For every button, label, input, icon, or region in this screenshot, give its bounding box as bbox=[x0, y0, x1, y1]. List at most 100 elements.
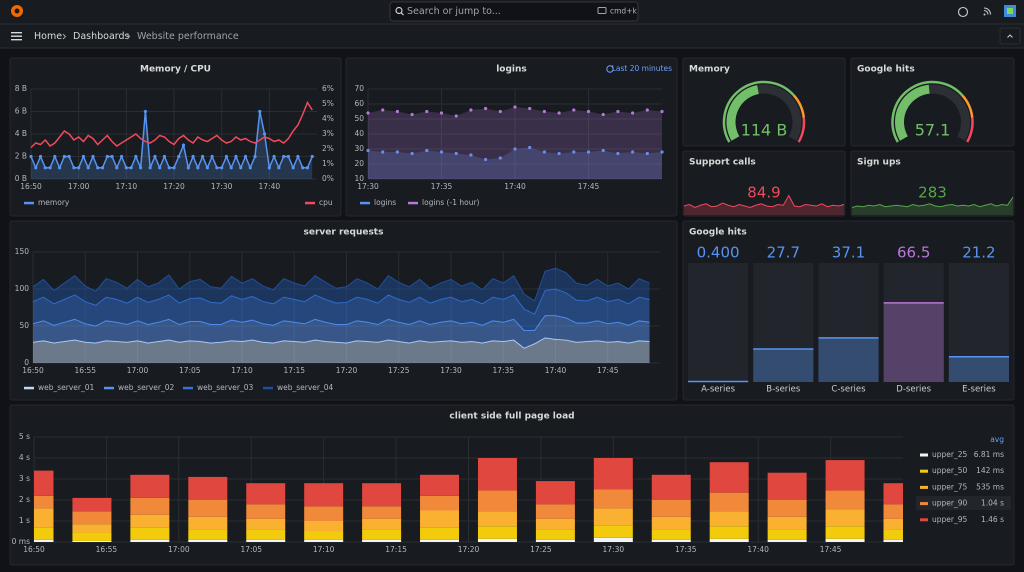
data-point bbox=[282, 154, 286, 159]
data-point bbox=[253, 154, 257, 159]
data-point bbox=[660, 109, 664, 114]
legend-value: 6.81 ms bbox=[974, 450, 1004, 459]
bar-segment bbox=[420, 527, 460, 540]
data-point bbox=[601, 148, 605, 153]
bar-segment bbox=[420, 539, 460, 542]
legend-label: web_server_04 bbox=[277, 383, 334, 392]
bar-segment bbox=[34, 539, 54, 542]
area-fill bbox=[33, 268, 650, 315]
data-point bbox=[129, 166, 133, 170]
bar-segment bbox=[651, 474, 691, 500]
bar-segment bbox=[72, 532, 112, 541]
bar-track bbox=[688, 263, 749, 382]
data-point bbox=[115, 166, 119, 170]
bar-segment bbox=[593, 537, 633, 542]
bar-segment bbox=[72, 497, 112, 512]
bar-segment bbox=[304, 539, 344, 542]
breadcrumb[interactable]: Dashboards bbox=[73, 31, 130, 42]
data-point bbox=[410, 112, 414, 117]
data-point bbox=[425, 109, 429, 114]
legend-label: upper_95 bbox=[932, 515, 967, 524]
data-point bbox=[410, 151, 414, 156]
search-icon bbox=[400, 12, 404, 16]
data-point bbox=[395, 150, 399, 154]
panel-title: client side full page load bbox=[449, 412, 574, 422]
news-icon[interactable] bbox=[983, 7, 992, 16]
data-point bbox=[86, 166, 90, 170]
search-icon bbox=[395, 6, 403, 15]
y-tick-label: 6 B bbox=[15, 107, 27, 116]
help-icon[interactable] bbox=[957, 6, 969, 18]
bar-segment bbox=[188, 500, 228, 517]
sparkline bbox=[683, 194, 845, 209]
bar-segment bbox=[883, 518, 903, 530]
y2-tick-label: 5% bbox=[322, 99, 334, 108]
menu-toggle[interactable] bbox=[11, 32, 22, 41]
data-point bbox=[572, 108, 576, 112]
help-circle bbox=[957, 6, 969, 18]
x-tick-label: 17:40 bbox=[545, 366, 567, 375]
search-field[interactable] bbox=[389, 1, 639, 22]
search-box[interactable]: Search or jump to... cmd+k bbox=[389, 1, 639, 22]
data-point bbox=[586, 109, 591, 114]
x-tick-label: 17:40 bbox=[259, 182, 281, 191]
legend-swatch bbox=[104, 386, 114, 390]
bar-segment bbox=[535, 504, 575, 519]
bar-segment bbox=[130, 527, 170, 540]
bar-segment bbox=[34, 470, 54, 496]
bar-segment bbox=[188, 539, 228, 542]
bar-segment bbox=[477, 490, 517, 512]
bar-track bbox=[883, 263, 944, 382]
bar-segment bbox=[188, 476, 228, 500]
breadcrumb[interactable]: Home bbox=[34, 31, 62, 42]
x-tick-label: 17:00 bbox=[168, 545, 190, 554]
collapse-button[interactable] bbox=[999, 27, 1021, 45]
bar-track bbox=[753, 263, 814, 382]
y-tick-label: 70 bbox=[354, 84, 364, 93]
data-point bbox=[172, 166, 176, 170]
bar-segment bbox=[34, 508, 54, 528]
data-point bbox=[469, 153, 473, 157]
legend-highlight bbox=[916, 496, 1011, 510]
data-point bbox=[267, 166, 271, 170]
y-tick-label: 3 s bbox=[19, 474, 30, 483]
data-point bbox=[201, 154, 205, 159]
panel-title: Google hits bbox=[857, 65, 915, 75]
gauge-threshold bbox=[966, 117, 974, 143]
data-point bbox=[224, 154, 229, 159]
x-tick-label: 17:20 bbox=[163, 182, 185, 191]
data-point bbox=[248, 166, 252, 170]
data-point bbox=[277, 166, 281, 170]
gauge-threshold bbox=[961, 94, 974, 119]
data-point bbox=[366, 111, 370, 115]
y-tick-label: 50 bbox=[19, 321, 29, 330]
data-point bbox=[167, 166, 171, 170]
legend-swatch bbox=[24, 386, 34, 390]
legend-label: web_server_03 bbox=[197, 383, 254, 392]
bar-segment bbox=[304, 521, 344, 532]
legend-column-header: avg bbox=[990, 435, 1004, 444]
bar-segment bbox=[72, 540, 112, 542]
data-point bbox=[124, 166, 128, 170]
gauge-threshold bbox=[797, 117, 806, 143]
x-tick-label: 17:25 bbox=[388, 366, 410, 375]
y2-tick-label: 4% bbox=[322, 114, 334, 123]
data-point bbox=[139, 166, 143, 170]
data-point bbox=[425, 148, 429, 153]
data-point bbox=[205, 166, 209, 170]
x-tick-label: 16:55 bbox=[74, 366, 96, 375]
bar-segment bbox=[535, 481, 575, 505]
y-tick-label: 8 B bbox=[15, 84, 27, 93]
bar-segment bbox=[362, 539, 402, 542]
data-point bbox=[557, 111, 561, 115]
data-point bbox=[143, 109, 147, 114]
data-point bbox=[513, 105, 517, 109]
x-tick-label: 17:35 bbox=[431, 182, 453, 191]
grafana-logo[interactable] bbox=[11, 5, 23, 17]
data-point bbox=[454, 114, 458, 118]
bar-value: 21.2 bbox=[962, 244, 995, 262]
user-avatar[interactable] bbox=[1004, 5, 1016, 17]
rss-dot bbox=[983, 13, 986, 16]
bar-segment bbox=[883, 504, 903, 519]
legend-label: web_server_02 bbox=[118, 383, 175, 392]
